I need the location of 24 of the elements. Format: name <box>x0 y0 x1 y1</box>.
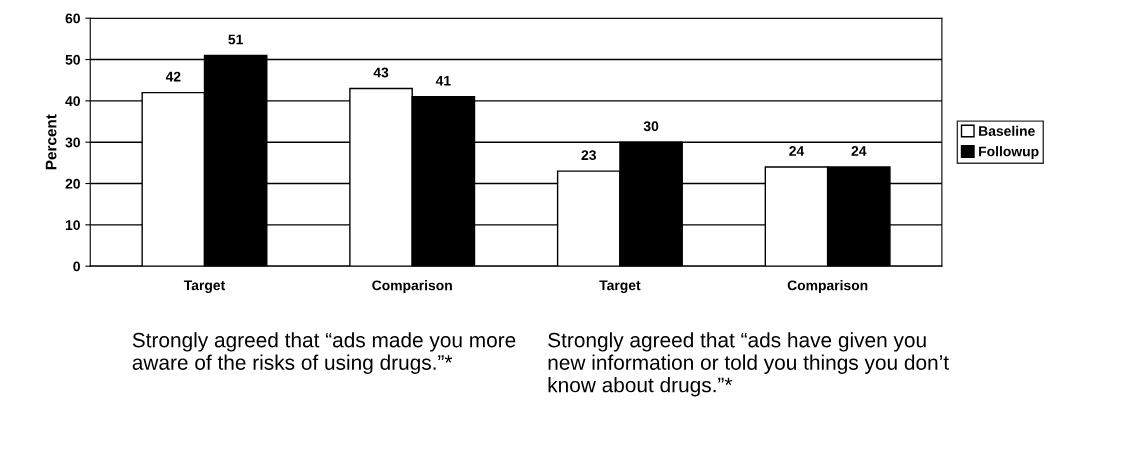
x-tick-label: Comparison <box>787 280 868 294</box>
data-label: 30 <box>643 121 659 132</box>
y-tick-label: 30 <box>65 137 80 148</box>
data-label: 51 <box>228 34 243 45</box>
x-tick-label: Target <box>599 280 641 294</box>
data-label: 41 <box>435 75 451 86</box>
text: Strongly agreed that “ads made you more aware of the risks of using drugs.”* <box>132 332 516 375</box>
legend-label: Baseline <box>979 125 1035 136</box>
legend-label: Followup <box>979 146 1039 160</box>
y-tick-label: 20 <box>65 178 80 189</box>
y-axis-title: Percent <box>45 114 57 170</box>
x-tick-label: Comparison <box>372 280 452 294</box>
data-label: 42 <box>165 71 181 82</box>
data-label: 43 <box>373 67 389 78</box>
y-tick-label: 50 <box>65 54 80 65</box>
data-label: 24 <box>789 146 805 156</box>
x-tick-label: Target <box>183 280 226 294</box>
data-label: 23 <box>581 150 596 161</box>
y-tick-label: 10 <box>65 220 80 231</box>
y-tick-label: 60 <box>65 13 80 24</box>
y-tick-label: 0 <box>73 261 80 272</box>
data-label: 24 <box>851 146 867 156</box>
y-tick-label: 40 <box>65 96 80 107</box>
text: Strongly agreed that “ads have given you new information or told you things you don’t know about drugs.”* <box>548 332 949 397</box>
